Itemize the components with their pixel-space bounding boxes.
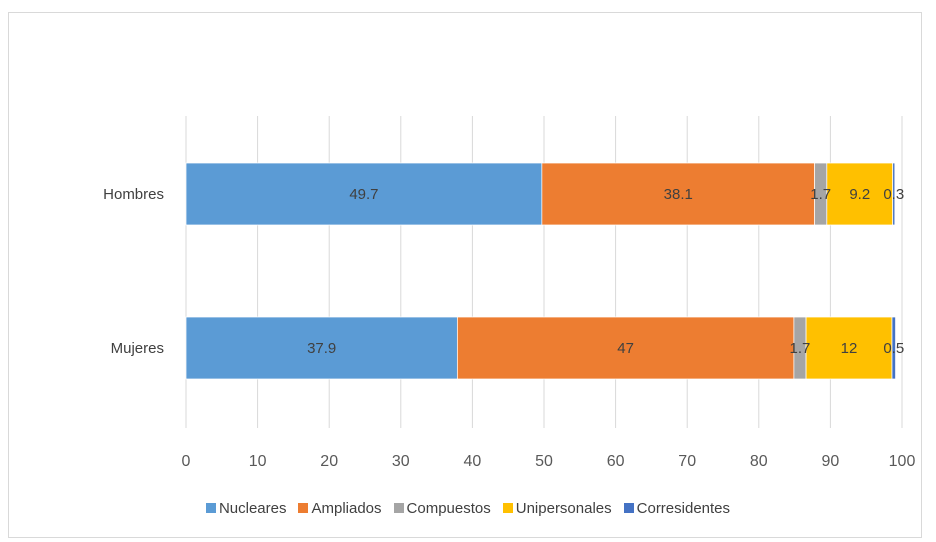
bar-unipersonales (826, 162, 894, 226)
x-tick-label: 0 (182, 453, 191, 470)
legend-swatch (393, 503, 404, 513)
data-label: 49.7 (349, 186, 378, 203)
category-label-mujeres: Mujeres (111, 340, 164, 357)
bar-corresidentes (891, 316, 896, 380)
bar-nucleares (185, 316, 458, 380)
data-label: 1.7 (790, 340, 811, 357)
x-tick-label: 30 (392, 453, 410, 470)
bar-ampliados (456, 316, 795, 380)
x-tick-label: 90 (822, 453, 840, 470)
data-label: 47 (617, 340, 634, 357)
bar-nucleares (185, 162, 543, 226)
legend-item-ampliados: Ampliados (298, 500, 382, 517)
bar-corresidentes (892, 162, 896, 226)
x-tick-label: 50 (535, 453, 553, 470)
x-tick-labels: 0 10 20 30 40 50 60 70 80 90 100 (182, 453, 916, 470)
data-label: 1.7 (810, 186, 831, 203)
data-label: 9.2 (849, 186, 870, 203)
legend-label: Compuestos (406, 500, 491, 517)
category-labels: Hombres Mujeres (103, 186, 164, 357)
legend-swatch (623, 503, 634, 513)
x-tick-label: 70 (678, 453, 696, 470)
legend-swatch (298, 503, 309, 513)
chart-frame (8, 12, 922, 538)
legend-swatch (502, 503, 513, 513)
data-label: 12 (841, 340, 858, 357)
legend-label: Nucleares (218, 500, 287, 517)
x-tick-label: 20 (320, 453, 338, 470)
legend: Nucleares Ampliados Compuestos Unipersonale… (0, 500, 936, 517)
bar-ampliados (541, 162, 816, 226)
data-label: 37.9 (307, 340, 336, 357)
x-tick-label: 60 (607, 453, 625, 470)
legend-item-nucleares: Nucleares (205, 500, 287, 517)
bar-unipersonales (805, 316, 893, 380)
legend-label: Unipersonales (515, 500, 612, 517)
legend-label: Ampliados (311, 500, 382, 517)
legend-item-unipersonales: Unipersonales (502, 500, 612, 517)
data-label: 0.5 (883, 340, 904, 357)
x-tick-label: 80 (750, 453, 768, 470)
legend-item-corresidentes: Corresidentes (623, 500, 731, 517)
legend-item-compuestos: Compuestos (393, 500, 491, 517)
legend-swatch (205, 503, 216, 513)
legend-label: Corresidentes (636, 500, 731, 517)
data-label: 0.3 (883, 186, 904, 203)
x-tick-label: 10 (249, 453, 267, 470)
x-tick-label: 100 (889, 453, 916, 470)
data-label: 38.1 (664, 186, 693, 203)
bars (185, 162, 896, 380)
data-labels: 49.7 38.1 1.7 9.2 0.3 37.9 47 1.7 12 0.5 (307, 186, 904, 357)
x-tick-label: 40 (464, 453, 482, 470)
category-label-hombres: Hombres (103, 186, 164, 203)
